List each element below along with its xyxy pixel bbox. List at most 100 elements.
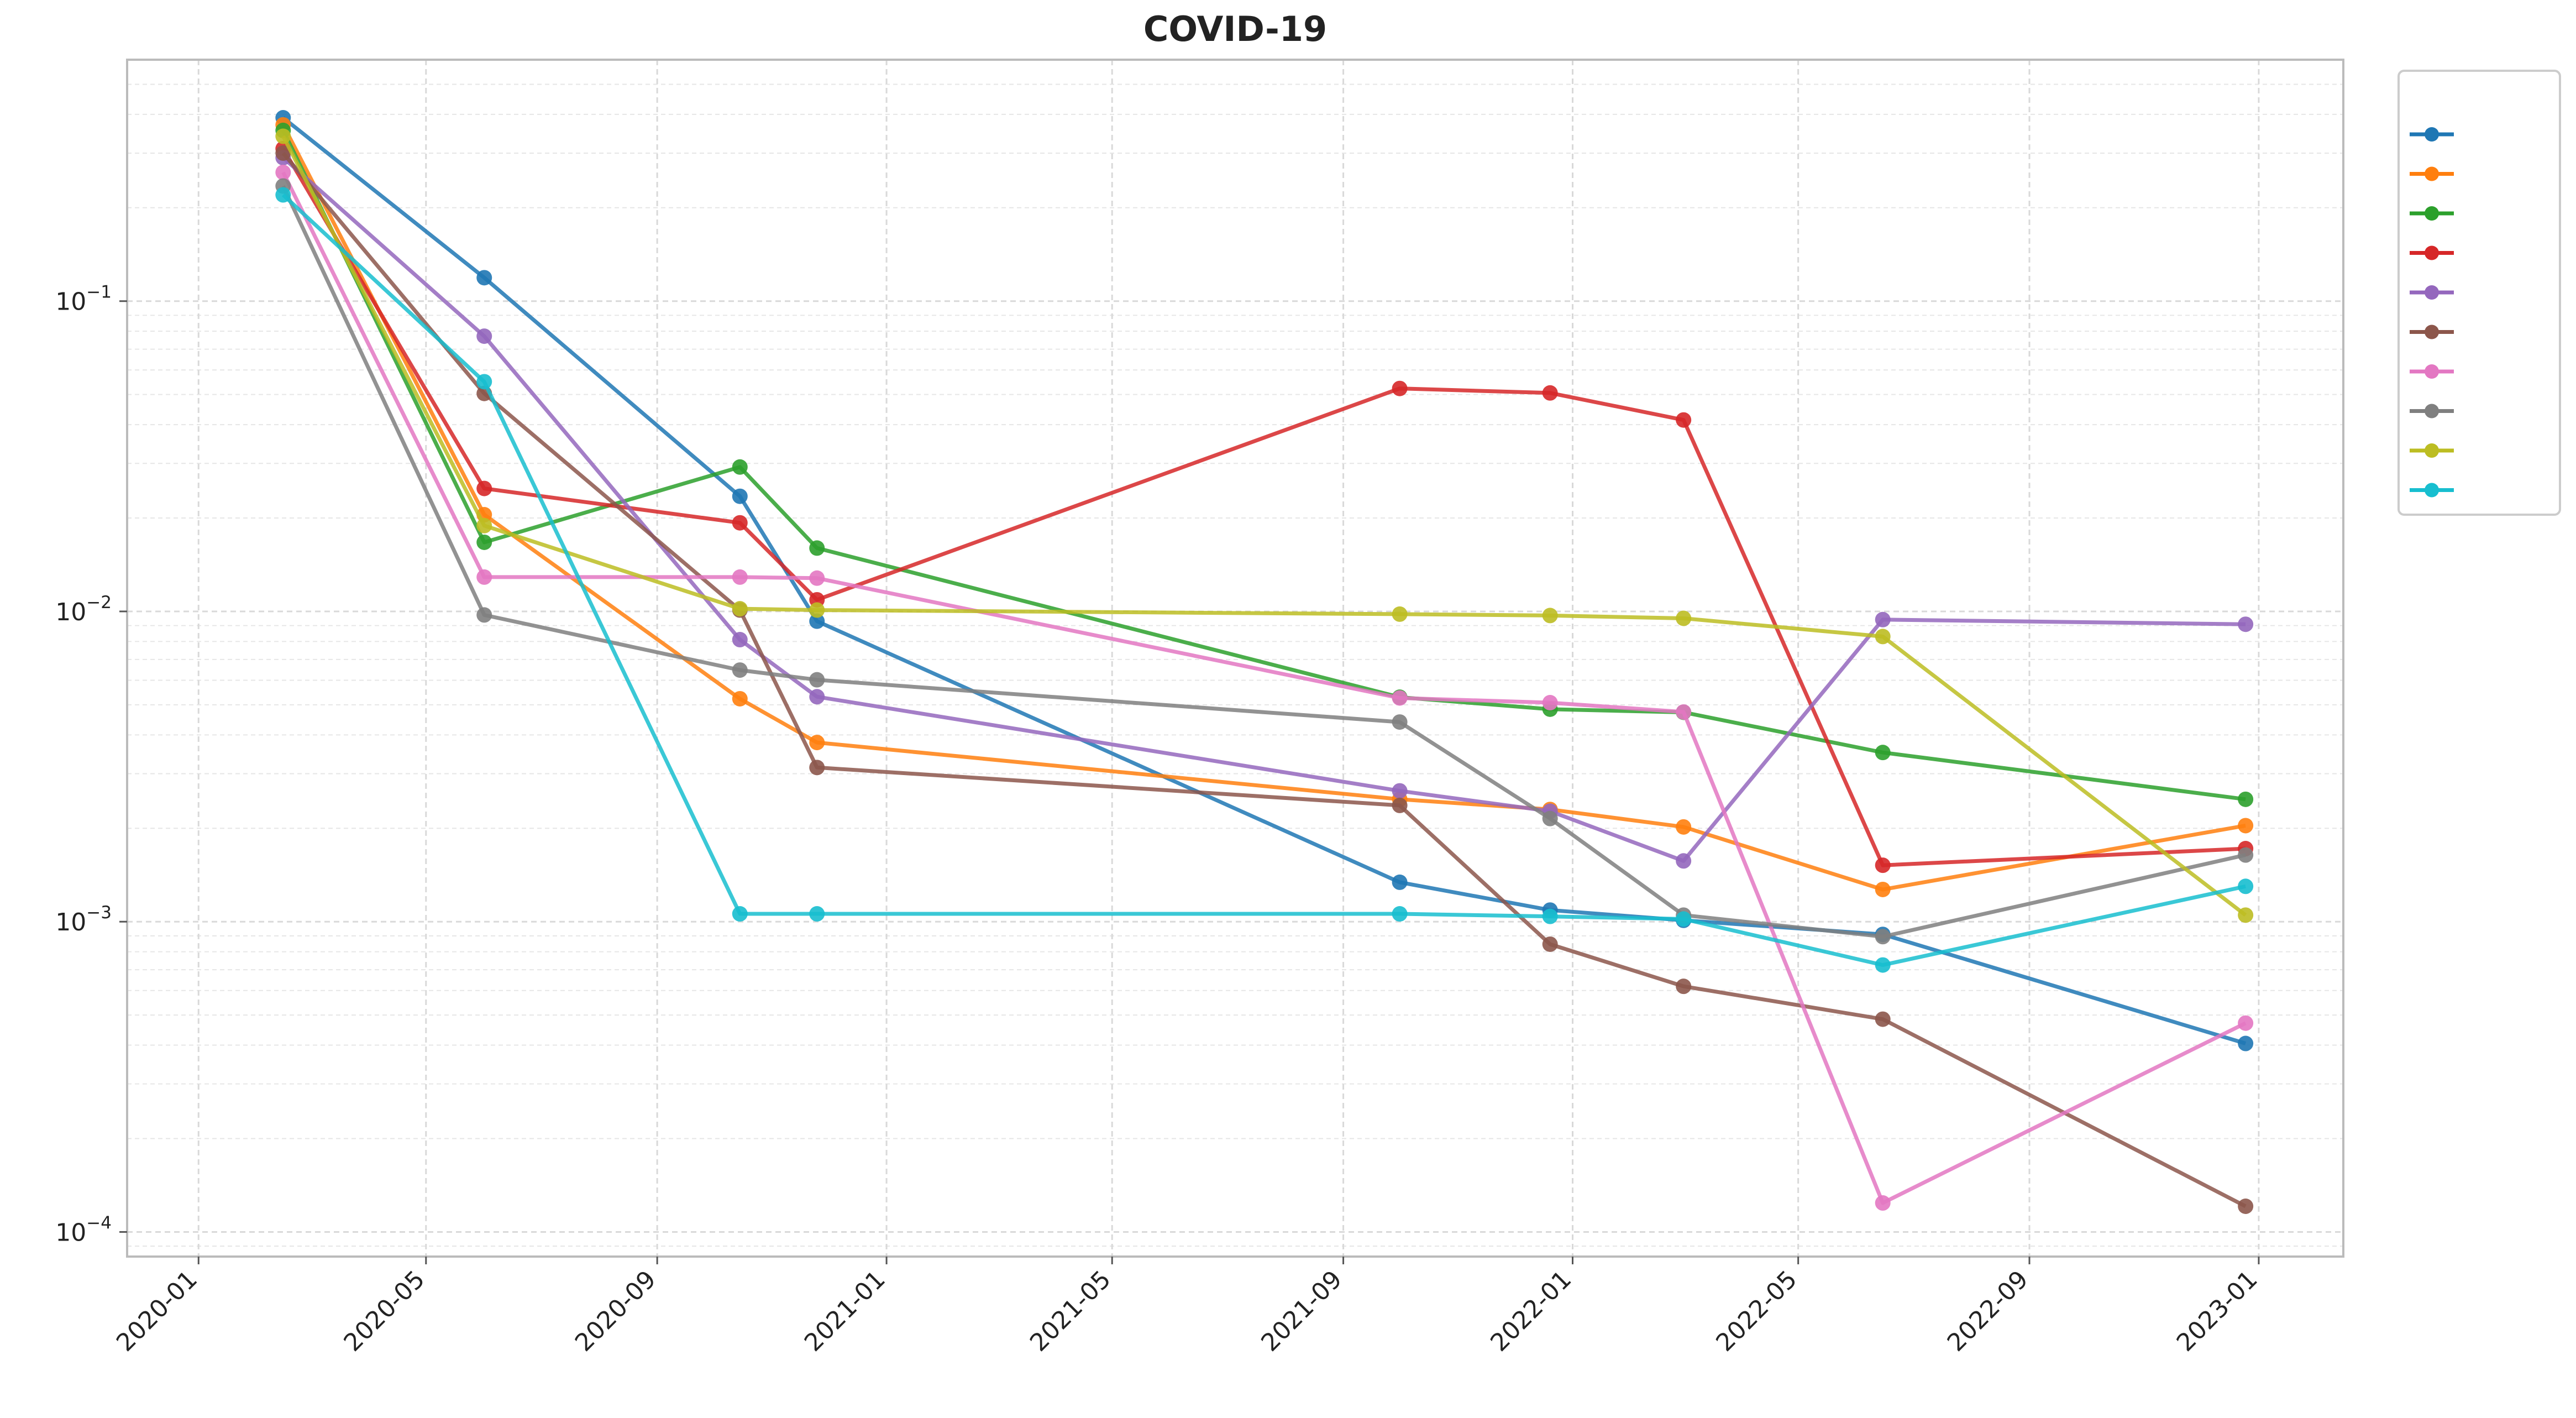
data-point	[1392, 714, 1408, 730]
legend-marker	[2425, 404, 2439, 418]
y-tick-label: 10−2	[55, 593, 112, 626]
data-point	[1392, 783, 1408, 799]
data-point	[2238, 1198, 2254, 1214]
legend-marker	[2425, 483, 2439, 498]
data-point	[732, 906, 748, 922]
data-point	[1875, 1195, 1891, 1211]
legend-item	[2410, 364, 2454, 379]
chart-title-bold: COVID-19	[1143, 9, 1327, 49]
data-point	[732, 488, 748, 504]
data-point	[1875, 611, 1891, 627]
data-point	[1542, 936, 1558, 952]
data-point	[1392, 380, 1408, 396]
legend-item	[2410, 443, 2454, 458]
data-point	[732, 515, 748, 531]
data-point	[476, 270, 492, 286]
legend	[2397, 70, 2561, 516]
data-point	[1392, 906, 1408, 922]
data-point	[1676, 819, 1692, 835]
data-point	[1542, 695, 1558, 711]
data-point	[275, 145, 291, 161]
data-point	[1676, 704, 1692, 720]
legend-marker	[2425, 364, 2439, 379]
data-point	[1875, 957, 1891, 973]
data-point	[1676, 412, 1692, 428]
legend-marker	[2425, 206, 2439, 221]
data-point	[732, 632, 748, 648]
data-point	[2238, 818, 2254, 834]
legend-marker	[2425, 325, 2439, 339]
legend-item	[2410, 325, 2454, 339]
data-point	[476, 480, 492, 496]
legend-item	[2410, 285, 2454, 300]
data-point	[1392, 690, 1408, 706]
data-point	[1542, 608, 1558, 624]
data-point	[2238, 1015, 2254, 1031]
data-point	[809, 613, 825, 629]
data-point	[732, 601, 748, 617]
series-9	[275, 128, 2254, 923]
data-point	[1676, 610, 1692, 626]
plot-area	[126, 59, 2344, 1258]
data-point	[476, 328, 492, 344]
data-point	[809, 540, 825, 556]
data-point	[476, 517, 492, 533]
legend-marker	[2425, 245, 2439, 260]
data-point	[1542, 810, 1558, 826]
data-point	[2238, 616, 2254, 632]
data-point	[1875, 629, 1891, 645]
chart-title: COVID-19	[1143, 9, 1327, 49]
data-point	[809, 906, 825, 922]
data-point	[809, 689, 825, 705]
legend-item	[2410, 127, 2454, 142]
series-10	[275, 187, 2254, 973]
data-point	[476, 534, 492, 550]
data-point	[732, 662, 748, 678]
data-point	[809, 672, 825, 688]
data-point	[1676, 853, 1692, 869]
legend-item	[2410, 245, 2454, 260]
data-point	[1392, 874, 1408, 890]
legend-item	[2410, 166, 2454, 181]
data-point	[732, 459, 748, 475]
data-point	[476, 607, 492, 623]
legend-item	[2410, 206, 2454, 221]
y-tick-label: 10−3	[55, 903, 112, 936]
data-point	[2238, 1035, 2254, 1051]
legend-marker	[2425, 285, 2439, 300]
data-point	[1875, 745, 1891, 761]
y-tick-label: 10−4	[55, 1213, 112, 1247]
data-point	[476, 374, 492, 390]
y-tick-label: 10−1	[55, 282, 112, 316]
data-point	[1392, 797, 1408, 813]
legend-box	[2397, 70, 2561, 516]
legend-marker	[2425, 443, 2439, 458]
legend-item	[2410, 483, 2454, 498]
data-point	[1542, 908, 1558, 924]
data-point	[1676, 911, 1692, 927]
data-point	[1875, 1011, 1891, 1027]
legend-marker	[2425, 127, 2439, 142]
data-point	[1875, 881, 1891, 897]
data-point	[2238, 791, 2254, 807]
data-point	[809, 735, 825, 751]
data-point	[275, 187, 291, 203]
data-point	[1676, 979, 1692, 995]
legend-marker	[2425, 166, 2439, 181]
data-point	[809, 760, 825, 776]
data-point	[2238, 878, 2254, 894]
data-point	[275, 128, 291, 144]
data-point	[732, 569, 748, 585]
series-8	[275, 178, 2254, 945]
data-point	[476, 569, 492, 585]
data-point	[1875, 929, 1891, 945]
data-point	[1542, 385, 1558, 401]
series-7	[275, 164, 2254, 1211]
data-point	[1875, 857, 1891, 873]
data-point	[732, 690, 748, 707]
data-point	[275, 164, 291, 180]
legend-item	[2410, 404, 2454, 418]
data-point	[2238, 907, 2254, 923]
